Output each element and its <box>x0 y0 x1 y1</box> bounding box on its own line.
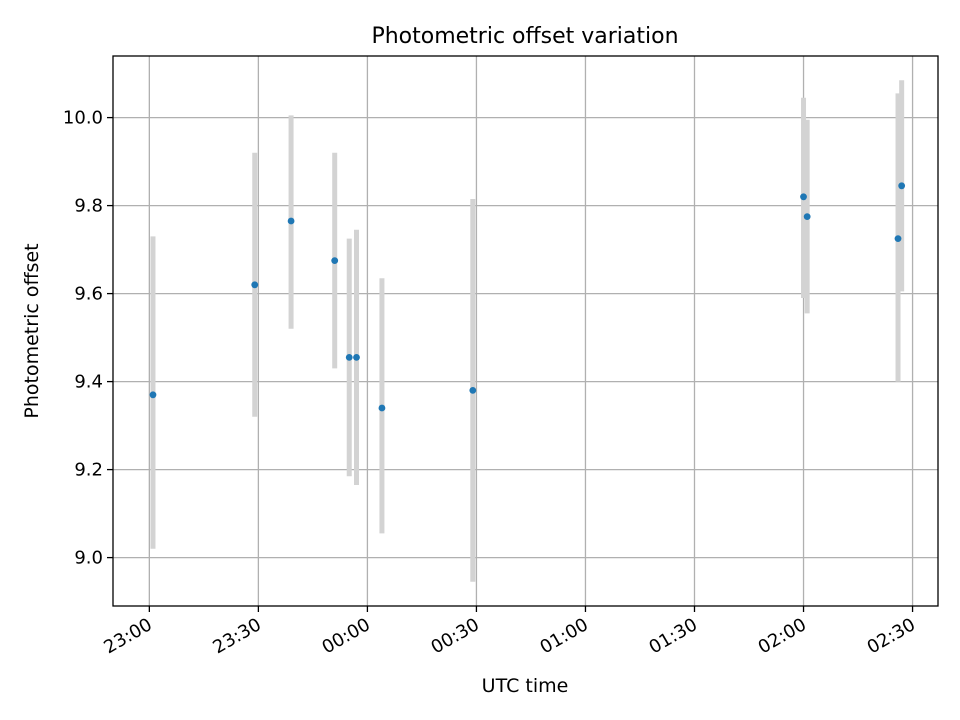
x-axis-label: UTC time <box>482 675 569 697</box>
data-point <box>898 182 906 190</box>
y-tick-label: 9.4 <box>74 372 103 393</box>
data-point <box>353 354 360 361</box>
y-axis-label: Photometric offset <box>21 243 43 418</box>
y-tick-label: 9.6 <box>74 284 103 305</box>
data-point <box>149 391 157 399</box>
data-points <box>149 182 906 412</box>
data-point <box>345 354 353 361</box>
data-point <box>287 217 295 225</box>
data-point <box>331 257 339 264</box>
data-point <box>469 387 477 394</box>
y-tick-label: 9.2 <box>74 460 103 481</box>
y-tick-label: 9.8 <box>74 196 103 217</box>
chart-title: Photometric offset variation <box>371 24 678 49</box>
data-point <box>800 193 807 201</box>
y-tick-label: 10.0 <box>63 108 103 129</box>
y-axis: 9.0 9.2 9.4 9.6 9.8 10.0 <box>63 108 113 569</box>
y-tick-label: 9.0 <box>74 548 103 569</box>
data-point <box>894 235 902 243</box>
data-point <box>251 281 259 289</box>
plot-area-frame <box>112 55 939 607</box>
grid <box>113 56 938 606</box>
data-point <box>803 213 811 221</box>
data-point <box>378 404 386 412</box>
